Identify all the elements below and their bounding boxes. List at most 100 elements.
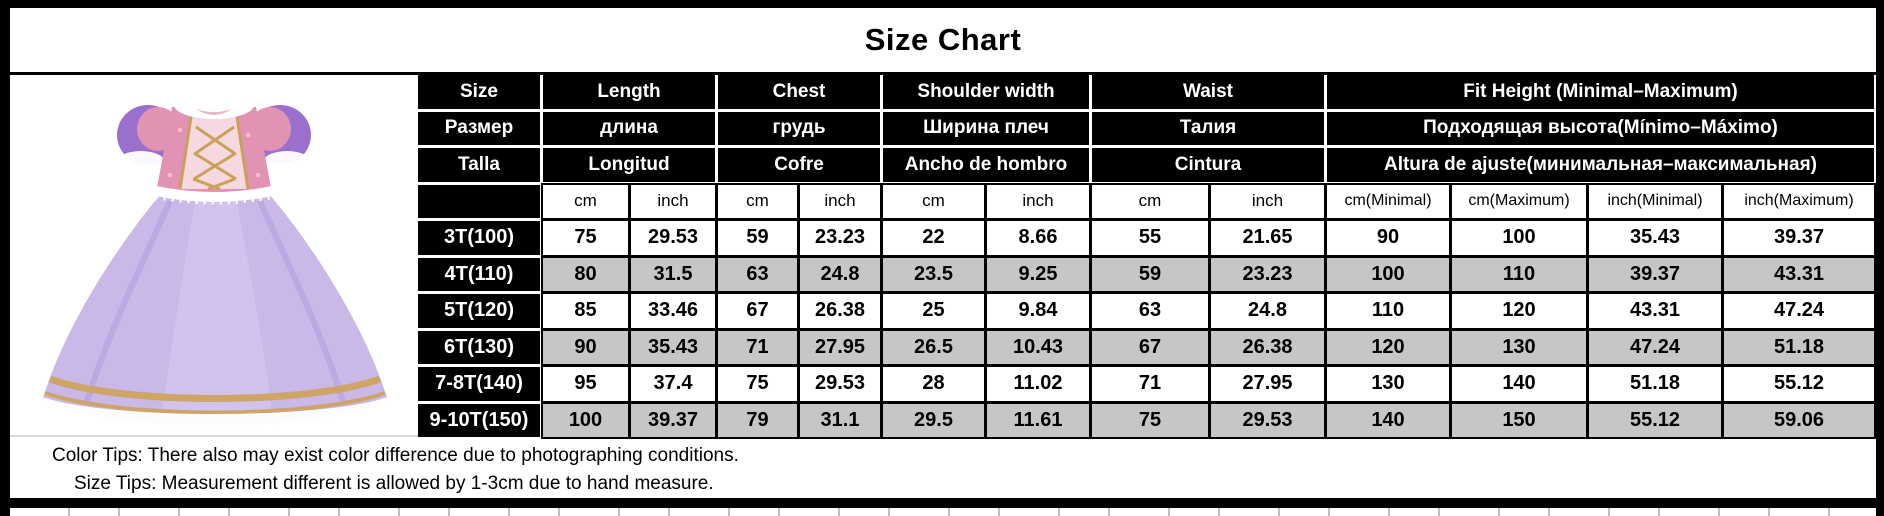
size-table: Size Length Chest Shoulder width Waist Fit He… (418, 75, 1876, 439)
data-cell: 80 (541, 255, 630, 293)
data-cell: 110 (1450, 255, 1588, 293)
size-tips-text: Size Tips: Measurement different is allo… (74, 473, 714, 494)
data-cell: 9.25 (985, 255, 1091, 293)
data-cell: 26.38 (1209, 328, 1326, 366)
data-cell: 63 (716, 255, 799, 293)
data-cell: 47.24 (1587, 328, 1723, 366)
data-cell: 35.43 (629, 328, 717, 366)
data-cell: 24.8 (798, 255, 882, 293)
data-cell: 11.02 (985, 365, 1091, 403)
data-cell: 29.53 (1209, 401, 1326, 439)
unit-header-cell: cm (1090, 182, 1210, 220)
dress-waist-trim (151, 186, 277, 202)
header-cell: грудь (718, 111, 880, 145)
header-cell: Cofre (718, 148, 880, 182)
data-cell: 100 (1450, 219, 1588, 257)
data-cell: 29.53 (798, 365, 882, 403)
data-cell: 75 (716, 365, 799, 403)
data-cell: 71 (1090, 365, 1210, 403)
data-cell: 75 (1090, 401, 1210, 439)
unit-header-cell: inch(Minimal) (1587, 182, 1723, 220)
data-cell: 25 (881, 292, 986, 330)
data-cell: 11.61 (985, 401, 1091, 439)
data-cell: 90 (541, 328, 630, 366)
header-cell: Fit Height (Minimal–Maximum) (1327, 75, 1874, 109)
header-cell: Length (543, 75, 715, 109)
data-cell: 43.31 (1587, 292, 1723, 330)
cropped-next-section (10, 508, 1876, 516)
content-area: Size Length Chest Shoulder width Waist Fit He… (10, 75, 1876, 439)
header-cell: Ширина плеч (883, 111, 1089, 145)
header-cell: Size (418, 75, 540, 109)
header-cell: длина (543, 111, 715, 145)
data-cell: 100 (1325, 255, 1451, 293)
unit-header-cell: inch (629, 182, 717, 220)
data-cell: 28 (881, 365, 986, 403)
data-cell: 63 (1090, 292, 1210, 330)
data-cell: 100 (541, 401, 630, 439)
data-cell: 33.46 (629, 292, 717, 330)
unit-header-cell: cm (716, 182, 799, 220)
product-photo (10, 75, 418, 437)
data-cell: 130 (1450, 328, 1588, 366)
data-cell: 51.18 (1722, 328, 1876, 366)
data-cell: 8.66 (985, 219, 1091, 257)
dress-collar (171, 85, 257, 119)
unit-header-cell: cm (881, 182, 986, 220)
size-cell: 4T(110) (418, 257, 540, 291)
data-cell: 130 (1325, 365, 1451, 403)
data-cell: 59.06 (1722, 401, 1876, 439)
units-corner-cell (418, 184, 540, 218)
size-cell: 9-10T(150) (418, 403, 540, 437)
header-cell: Waist (1092, 75, 1324, 109)
unit-header-cell: cm (541, 182, 630, 220)
data-cell: 35.43 (1587, 219, 1723, 257)
title-divider (10, 72, 1876, 75)
dress-gold-band (48, 375, 382, 402)
data-cell: 55.12 (1587, 401, 1723, 439)
data-cell: 31.5 (629, 255, 717, 293)
data-cell: 59 (716, 219, 799, 257)
data-cell: 67 (716, 292, 799, 330)
data-cell: 27.95 (798, 328, 882, 366)
data-cell: 39.37 (1587, 255, 1723, 293)
data-cell: 120 (1325, 328, 1451, 366)
size-cell: 3T(100) (418, 221, 540, 255)
data-cell: 23.23 (1209, 255, 1326, 293)
data-cell: 24.8 (1209, 292, 1326, 330)
data-cell: 150 (1450, 401, 1588, 439)
data-cell: 22 (881, 219, 986, 257)
data-cell: 110 (1325, 292, 1451, 330)
unit-header-cell: cm(Maximum) (1450, 182, 1588, 220)
header-cell: Размер (418, 111, 540, 145)
header-cell: Altura de ajuste(минимальная–максимальна… (1327, 148, 1874, 182)
page-title: Size Chart (864, 22, 1022, 57)
unit-header-cell: inch(Maximum) (1722, 182, 1876, 220)
unit-header-cell: inch (1209, 182, 1326, 220)
data-cell: 26.38 (798, 292, 882, 330)
size-cell: 7-8T(140) (418, 367, 540, 401)
tips-section: Color Tips: There also may exist color d… (10, 437, 1876, 498)
data-cell: 90 (1325, 219, 1451, 257)
unit-header-cell: inch (985, 182, 1091, 220)
data-cell: 27.95 (1209, 365, 1326, 403)
header-cell: Talla (418, 148, 540, 182)
data-cell: 39.37 (629, 401, 717, 439)
dress-lace-hem (35, 397, 395, 429)
bottom-border (10, 498, 1876, 508)
data-cell: 39.37 (1722, 219, 1876, 257)
data-cell: 75 (541, 219, 630, 257)
data-cell: 79 (716, 401, 799, 439)
header-cell: Талия (1092, 111, 1324, 145)
data-cell: 21.65 (1209, 219, 1326, 257)
data-cell: 31.1 (798, 401, 882, 439)
data-cell: 29.5 (881, 401, 986, 439)
data-cell: 23.5 (881, 255, 986, 293)
data-cell: 85 (541, 292, 630, 330)
color-tips-text: Color Tips: There also may exist color d… (52, 445, 739, 466)
data-cell: 67 (1090, 328, 1210, 366)
data-cell: 71 (716, 328, 799, 366)
dress-illustration (35, 85, 395, 432)
size-cell: 6T(130) (418, 330, 540, 364)
data-cell: 47.24 (1722, 292, 1876, 330)
